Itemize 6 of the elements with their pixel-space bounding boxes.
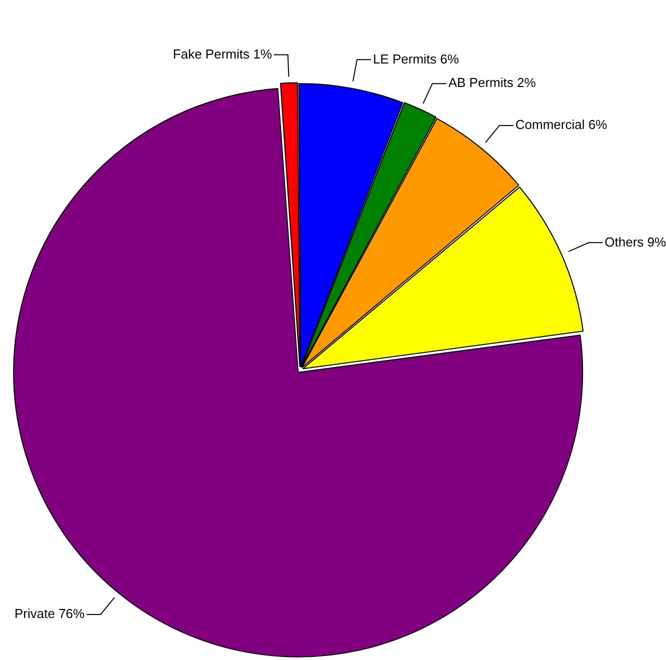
slice-label: Private 76% [14,606,86,622]
slice-label: Others 9% [604,234,666,250]
slice-label: LE Permits 6% [372,51,460,66]
slice-label: Commercial 6% [515,117,608,132]
slice-label: AB Permits 2% [448,75,536,90]
slice-label: Fake Permits 1% [172,46,272,62]
